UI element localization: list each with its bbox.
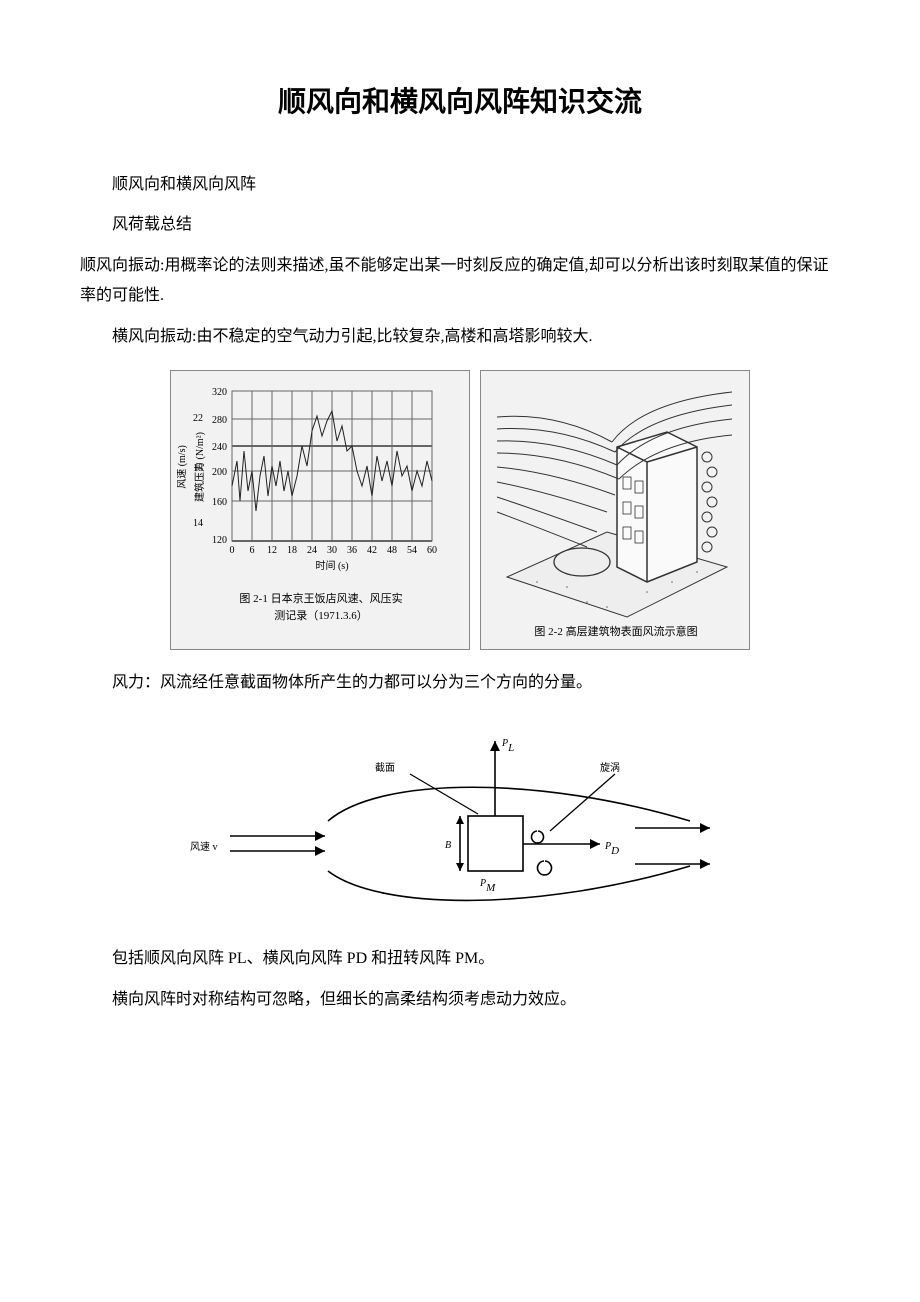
para-6: 包括顺风向风阵 PL、横风向风阵 PD 和扭转风阵 PM。 bbox=[80, 944, 840, 974]
figure-2-2: 图 2-2 高层建筑物表面风流示意图 bbox=[480, 370, 750, 650]
svg-text:24: 24 bbox=[307, 545, 317, 556]
svg-text:60: 60 bbox=[427, 545, 437, 556]
figure-2-1: 320 280 240 200 160 120 22 18 14 06 1218 bbox=[170, 370, 470, 650]
para-3: 顺风向振动:用概率论的法则来描述,虽不能够定出某一时刻反应的确定值,却可以分析出… bbox=[80, 251, 840, 312]
svg-text:280: 280 bbox=[212, 415, 227, 426]
figa-yright: 建筑压力 (N/m²) bbox=[193, 432, 206, 502]
figb-caption: 图 2-2 高层建筑物表面风流示意图 bbox=[534, 624, 697, 638]
svg-text:12: 12 bbox=[267, 545, 277, 556]
svg-text:PD: PD bbox=[604, 841, 619, 857]
section-label: 截面 bbox=[375, 761, 395, 774]
svg-text:图 2-1 日本京王饭店风速、风压实: 图 2-1 日本京王饭店风速、风压实 bbox=[239, 591, 402, 605]
para-1: 顺风向和横风向风阵 bbox=[80, 170, 840, 200]
para-7: 横向风阵时对称结构可忽略，但细长的高柔结构须考虑动力效应。 bbox=[80, 985, 840, 1015]
figure-row-1: 320 280 240 200 160 120 22 18 14 06 1218 bbox=[80, 370, 840, 650]
svg-text:PM: PM bbox=[479, 878, 496, 894]
svg-text:160: 160 bbox=[212, 497, 227, 508]
force-diagram: 截面 旋涡 风速 v PL PD PM B bbox=[190, 716, 730, 926]
svg-text:320: 320 bbox=[212, 387, 227, 398]
svg-text:120: 120 bbox=[212, 535, 227, 546]
para-2: 风荷载总结 bbox=[80, 210, 840, 240]
svg-text:B: B bbox=[445, 840, 451, 851]
svg-text:PL: PL bbox=[501, 738, 514, 754]
svg-text:0: 0 bbox=[230, 545, 235, 556]
svg-text:22: 22 bbox=[193, 413, 203, 424]
figa-yleft: 风速 (m/s) bbox=[177, 445, 188, 489]
svg-text:54: 54 bbox=[407, 545, 417, 556]
svg-text:200: 200 bbox=[212, 467, 227, 478]
svg-text:30: 30 bbox=[327, 545, 337, 556]
svg-text:18: 18 bbox=[287, 545, 297, 556]
para-4: 横风向振动:由不稳定的空气动力引起,比较复杂,高楼和高塔影响较大. bbox=[80, 322, 840, 352]
fig-a-svg: 320 280 240 200 160 120 22 18 14 06 1218 bbox=[177, 377, 465, 645]
svg-text:48: 48 bbox=[387, 545, 397, 556]
para-5: 风力：风流经任意截面物体所产生的力都可以分为三个方向的分量。 bbox=[80, 668, 840, 698]
svg-text:42: 42 bbox=[367, 545, 377, 556]
figa-xlabel: 时间 (s) bbox=[315, 559, 348, 572]
fig-b-svg: 图 2-2 高层建筑物表面风流示意图 bbox=[487, 377, 745, 645]
svg-text:14: 14 bbox=[193, 518, 203, 529]
svg-text:6: 6 bbox=[250, 545, 255, 556]
vel-label: 风速 v bbox=[190, 841, 218, 853]
svg-text:测记录（1971.3.6）: 测记录（1971.3.6） bbox=[274, 609, 368, 622]
svg-text:240: 240 bbox=[212, 442, 227, 453]
svg-text:36: 36 bbox=[347, 545, 357, 556]
page-title: 顺风向和横风向风阵知识交流 bbox=[80, 80, 840, 120]
vortex-label: 旋涡 bbox=[600, 761, 620, 774]
